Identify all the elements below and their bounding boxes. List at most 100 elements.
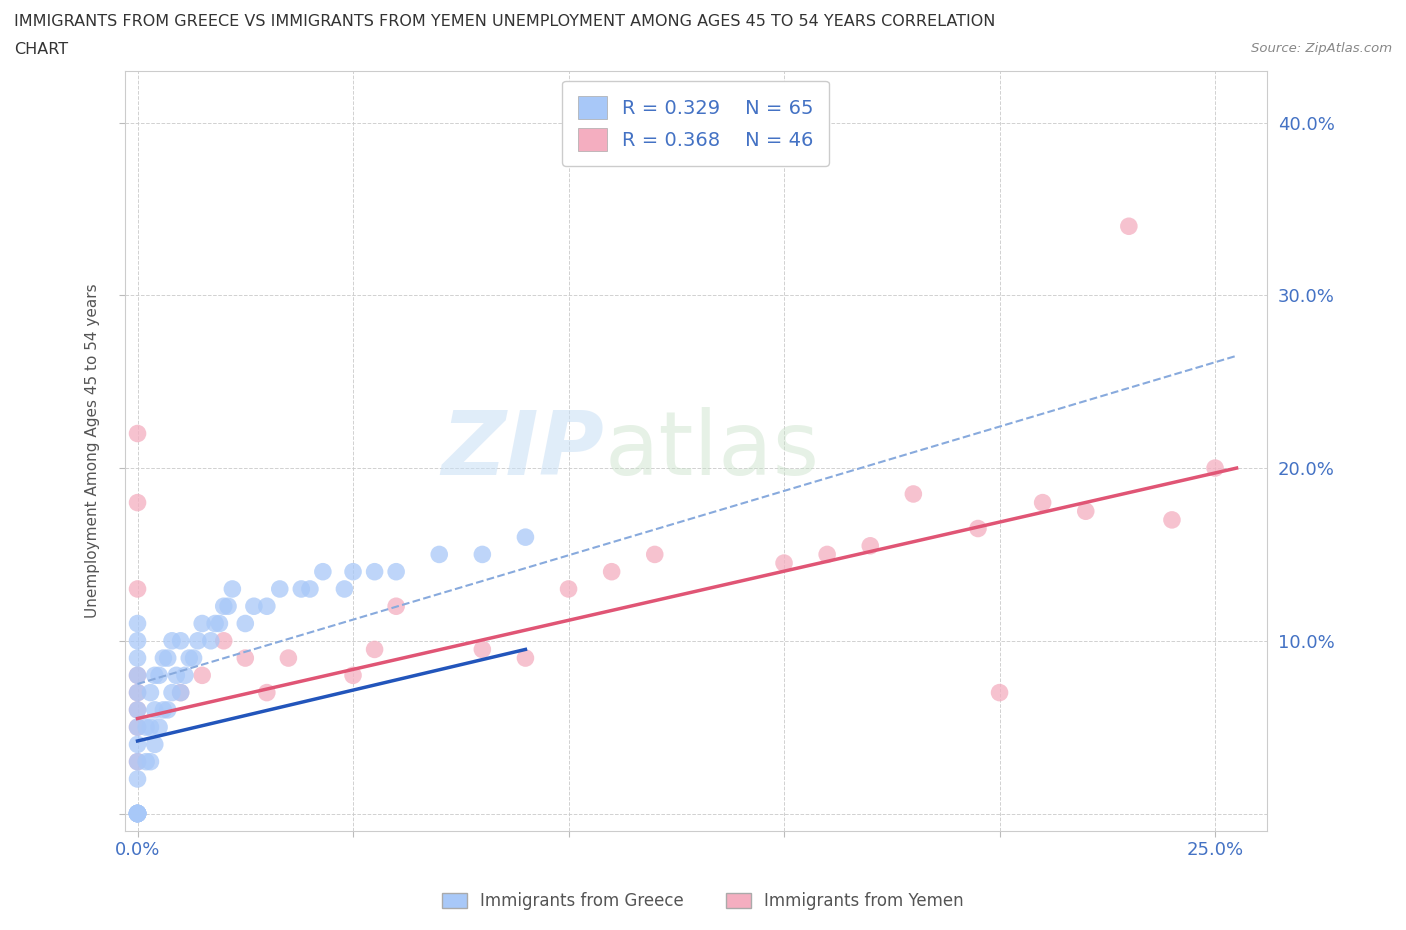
Text: IMMIGRANTS FROM GREECE VS IMMIGRANTS FROM YEMEN UNEMPLOYMENT AMONG AGES 45 TO 54: IMMIGRANTS FROM GREECE VS IMMIGRANTS FRO…: [14, 14, 995, 29]
Point: [1032, 495, 1054, 510]
Point: [903, 486, 925, 501]
Point: [179, 651, 201, 666]
Point: [143, 668, 166, 683]
Point: [127, 806, 149, 821]
Point: [156, 651, 179, 666]
Point: [135, 754, 157, 769]
Point: [1204, 460, 1226, 475]
Point: [204, 616, 226, 631]
Point: [208, 616, 231, 631]
Legend: R = 0.329    N = 65, R = 0.368    N = 46: R = 0.329 N = 65, R = 0.368 N = 46: [562, 81, 830, 166]
Point: [221, 581, 243, 596]
Point: [342, 668, 364, 683]
Point: [212, 599, 235, 614]
Point: [127, 495, 149, 510]
Point: [515, 530, 537, 545]
Point: [127, 754, 149, 769]
Point: [127, 806, 149, 821]
Point: [127, 616, 149, 631]
Point: [143, 702, 166, 717]
Point: [290, 581, 312, 596]
Point: [169, 685, 191, 700]
Point: [135, 720, 157, 735]
Point: [148, 720, 170, 735]
Point: [127, 633, 149, 648]
Point: [277, 651, 299, 666]
Point: [859, 538, 882, 553]
Point: [1074, 504, 1097, 519]
Point: [156, 702, 179, 717]
Text: CHART: CHART: [14, 42, 67, 57]
Point: [169, 685, 191, 700]
Legend: Immigrants from Greece, Immigrants from Yemen: Immigrants from Greece, Immigrants from …: [436, 885, 970, 917]
Point: [1118, 219, 1140, 233]
Point: [127, 806, 149, 821]
Point: [139, 685, 162, 700]
Point: [174, 668, 197, 683]
Point: [169, 633, 191, 648]
Point: [127, 581, 149, 596]
Point: [127, 806, 149, 821]
Point: [342, 565, 364, 579]
Point: [127, 806, 149, 821]
Text: Source: ZipAtlas.com: Source: ZipAtlas.com: [1251, 42, 1392, 55]
Point: [127, 806, 149, 821]
Point: [988, 685, 1011, 700]
Point: [312, 565, 335, 579]
Point: [127, 772, 149, 787]
Point: [217, 599, 239, 614]
Point: [127, 737, 149, 751]
Point: [160, 685, 183, 700]
Point: [127, 806, 149, 821]
Point: [256, 599, 278, 614]
Point: [127, 720, 149, 735]
Point: [557, 581, 579, 596]
Point: [143, 737, 166, 751]
Point: [333, 581, 356, 596]
Point: [127, 426, 149, 441]
Point: [152, 651, 174, 666]
Point: [385, 599, 408, 614]
Point: [191, 668, 214, 683]
Point: [127, 702, 149, 717]
Point: [187, 633, 209, 648]
Point: [183, 651, 205, 666]
Point: [127, 806, 149, 821]
Point: [148, 668, 170, 683]
Point: [644, 547, 666, 562]
Point: [243, 599, 266, 614]
Point: [233, 651, 256, 666]
Point: [967, 521, 990, 536]
Point: [127, 685, 149, 700]
Point: [256, 685, 278, 700]
Point: [200, 633, 222, 648]
Point: [139, 720, 162, 735]
Point: [160, 633, 183, 648]
Point: [127, 685, 149, 700]
Point: [127, 668, 149, 683]
Point: [471, 547, 494, 562]
Point: [363, 642, 385, 657]
Point: [298, 581, 321, 596]
Y-axis label: Unemployment Among Ages 45 to 54 years: Unemployment Among Ages 45 to 54 years: [86, 284, 100, 618]
Point: [139, 754, 162, 769]
Point: [127, 806, 149, 821]
Point: [165, 668, 187, 683]
Text: atlas: atlas: [605, 407, 820, 494]
Point: [127, 754, 149, 769]
Point: [152, 702, 174, 717]
Point: [427, 547, 450, 562]
Point: [600, 565, 623, 579]
Point: [127, 702, 149, 717]
Point: [1161, 512, 1184, 527]
Point: [269, 581, 291, 596]
Point: [515, 651, 537, 666]
Point: [385, 565, 408, 579]
Text: ZIP: ZIP: [441, 407, 605, 494]
Point: [127, 806, 149, 821]
Point: [815, 547, 838, 562]
Point: [127, 720, 149, 735]
Point: [363, 565, 385, 579]
Point: [191, 616, 214, 631]
Point: [773, 555, 796, 570]
